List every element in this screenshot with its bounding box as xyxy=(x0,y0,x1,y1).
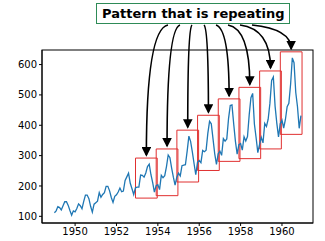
svg-text:1956: 1956 xyxy=(186,226,211,237)
svg-text:1954: 1954 xyxy=(145,226,170,237)
svg-text:1960: 1960 xyxy=(269,226,294,237)
svg-text:1952: 1952 xyxy=(104,226,129,237)
svg-text:500: 500 xyxy=(18,89,37,100)
svg-text:1950: 1950 xyxy=(62,226,87,237)
svg-text:1958: 1958 xyxy=(228,226,253,237)
svg-text:400: 400 xyxy=(18,120,37,131)
html-text:Pattern that is repeating: Pattern that is repeating xyxy=(102,6,285,21)
svg-text:300: 300 xyxy=(18,150,37,161)
svg-text:200: 200 xyxy=(18,181,37,192)
svg-text:100: 100 xyxy=(18,211,37,222)
svg-text:600: 600 xyxy=(18,59,37,70)
